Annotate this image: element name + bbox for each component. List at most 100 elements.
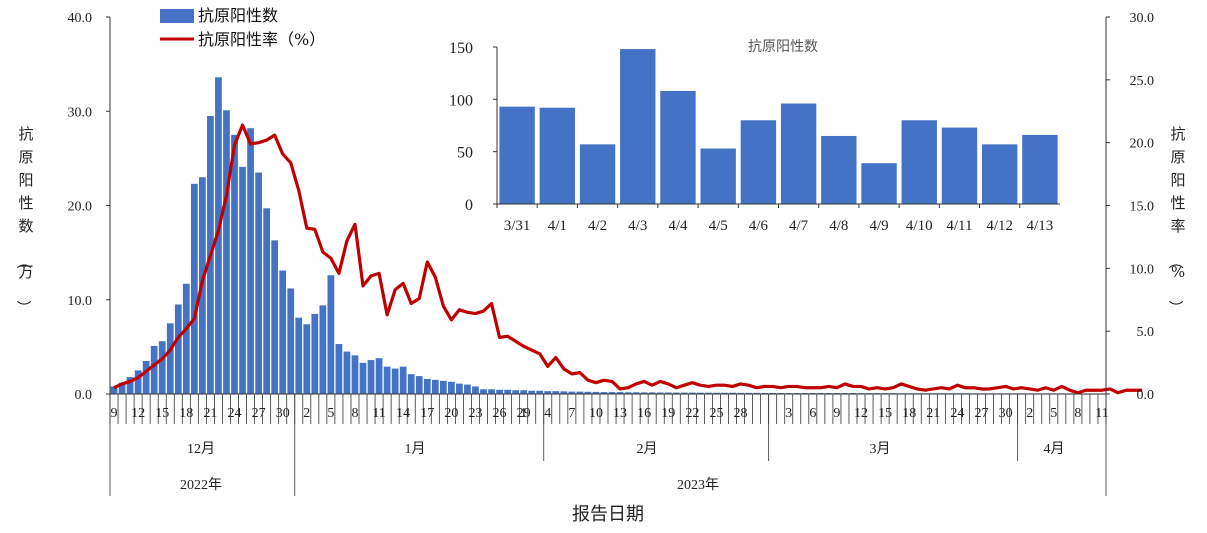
main-bar-series — [110, 77, 1106, 395]
x-day-label: 20 — [444, 406, 458, 421]
x-axis-title: 报告日期 — [572, 504, 644, 525]
axis-title-char: （ — [1166, 254, 1184, 269]
x-day-label: 21 — [926, 406, 940, 421]
x-day-label: 2 — [303, 406, 310, 421]
legend-bar-label: 抗原阳性数 — [198, 6, 278, 25]
x-day-label: 3 — [785, 406, 792, 421]
x-day-label: 21 — [203, 406, 217, 421]
main-bar — [576, 391, 584, 394]
left-tick-label: 10.0 — [68, 294, 93, 309]
inset-bar — [861, 163, 897, 204]
main-bar — [158, 341, 166, 394]
axis-title-char: % — [1171, 263, 1185, 281]
main-bar — [688, 392, 696, 394]
x-day-label: 8 — [351, 406, 358, 421]
inset-bar — [620, 49, 656, 205]
main-bar — [367, 360, 375, 394]
main-bar — [480, 389, 487, 394]
x-day-label: 23 — [468, 406, 482, 421]
axis-title-char: 原 — [1170, 148, 1185, 166]
inset-bar — [740, 120, 777, 204]
main-bar — [391, 368, 399, 394]
main-bar — [327, 275, 335, 394]
main-bar — [600, 392, 608, 394]
x-day-label: 24 — [950, 406, 964, 421]
month-label: 12月 — [187, 441, 215, 457]
main-bar — [536, 390, 544, 394]
inset-bar — [579, 144, 616, 204]
inset-bar — [981, 144, 1018, 204]
month-label: 4月 — [1044, 441, 1065, 457]
main-bar — [512, 390, 520, 394]
right-tick-label: 10.0 — [1130, 262, 1155, 277]
x-day-label: 9 — [111, 406, 118, 421]
month-label: 1月 — [405, 441, 426, 457]
axis-title-char: 阳 — [1170, 171, 1185, 189]
inset-bar — [901, 120, 937, 204]
x-day-label: 13 — [613, 406, 627, 421]
main-bar — [311, 313, 319, 394]
month-label: 3月 — [870, 441, 891, 457]
main-bar — [753, 392, 760, 394]
x-day-label: 6 — [809, 406, 816, 421]
x-day-label: 10 — [589, 406, 603, 421]
main-line-series — [113, 123, 1143, 395]
axis-title-char: 率 — [1170, 217, 1185, 235]
inset-bar — [499, 106, 535, 204]
x-day-label: 2 — [1026, 406, 1033, 421]
x-day-label: 22 — [685, 406, 699, 421]
inset-bar — [821, 135, 857, 204]
main-bar — [423, 378, 431, 394]
main-bar — [335, 344, 343, 394]
right-tick-label: 0.0 — [1137, 388, 1155, 403]
inset-y-tick-label: 0 — [465, 197, 473, 214]
main-bar — [303, 324, 311, 394]
axis-title-char: （ — [14, 254, 32, 269]
x-day-label: 5 — [1050, 406, 1057, 421]
main-bar — [697, 392, 704, 394]
main-bar — [383, 366, 391, 394]
main-bar — [126, 377, 134, 394]
x-day-label: 9 — [833, 406, 840, 421]
legend-bar-swatch — [160, 9, 194, 23]
x-day-label: 12 — [854, 406, 868, 421]
inset-y-tick-label: 150 — [449, 40, 473, 57]
main-bar — [351, 355, 359, 394]
main-bar — [166, 323, 174, 394]
inset-x-tick-label: 4/6 — [749, 218, 769, 234]
main-bar — [134, 370, 142, 394]
main-bar — [263, 208, 271, 394]
main-bar — [439, 380, 447, 394]
main-bar — [255, 172, 262, 394]
inset-title: 抗原阳性数 — [748, 39, 818, 55]
inset-bar — [539, 107, 576, 204]
x-day-label: 14 — [396, 406, 410, 421]
main-bar — [496, 389, 503, 394]
legend-line-label: 抗原阳性率（%） — [198, 30, 325, 49]
axis-title-char: ） — [1166, 300, 1184, 315]
x-day-label: 1 — [520, 406, 527, 421]
main-bar — [287, 288, 295, 394]
x-day-label: 25 — [709, 406, 723, 421]
main-bar — [640, 392, 648, 394]
main-bar — [680, 392, 688, 394]
x-day-label: 16 — [637, 406, 651, 421]
main-axes: 0.0 10.0 20.0 30.0 40.0 0.0 5.0 10.0 15.0 20.0 25.… — [68, 11, 1155, 403]
inset-x-tick-label: 4/7 — [789, 218, 809, 234]
x-day-label: 27 — [975, 406, 989, 421]
inset-x-tick-label: 4/1 — [548, 218, 567, 234]
main-bar — [528, 390, 536, 394]
x-day-label: 30 — [999, 406, 1013, 421]
main-bar — [279, 270, 287, 394]
inset-x-tick-label: 4/5 — [709, 218, 728, 234]
inset-bar — [700, 148, 736, 204]
x-day-label: 15 — [155, 406, 169, 421]
axis-title-char: 抗 — [1170, 125, 1185, 143]
inset-y-tick-label: 50 — [457, 145, 473, 162]
right-tick-label: 15.0 — [1130, 200, 1155, 215]
main-bar — [552, 391, 560, 394]
main-bar — [464, 384, 471, 394]
axis-title-char: 原 — [18, 148, 33, 166]
main-bar — [769, 392, 777, 394]
